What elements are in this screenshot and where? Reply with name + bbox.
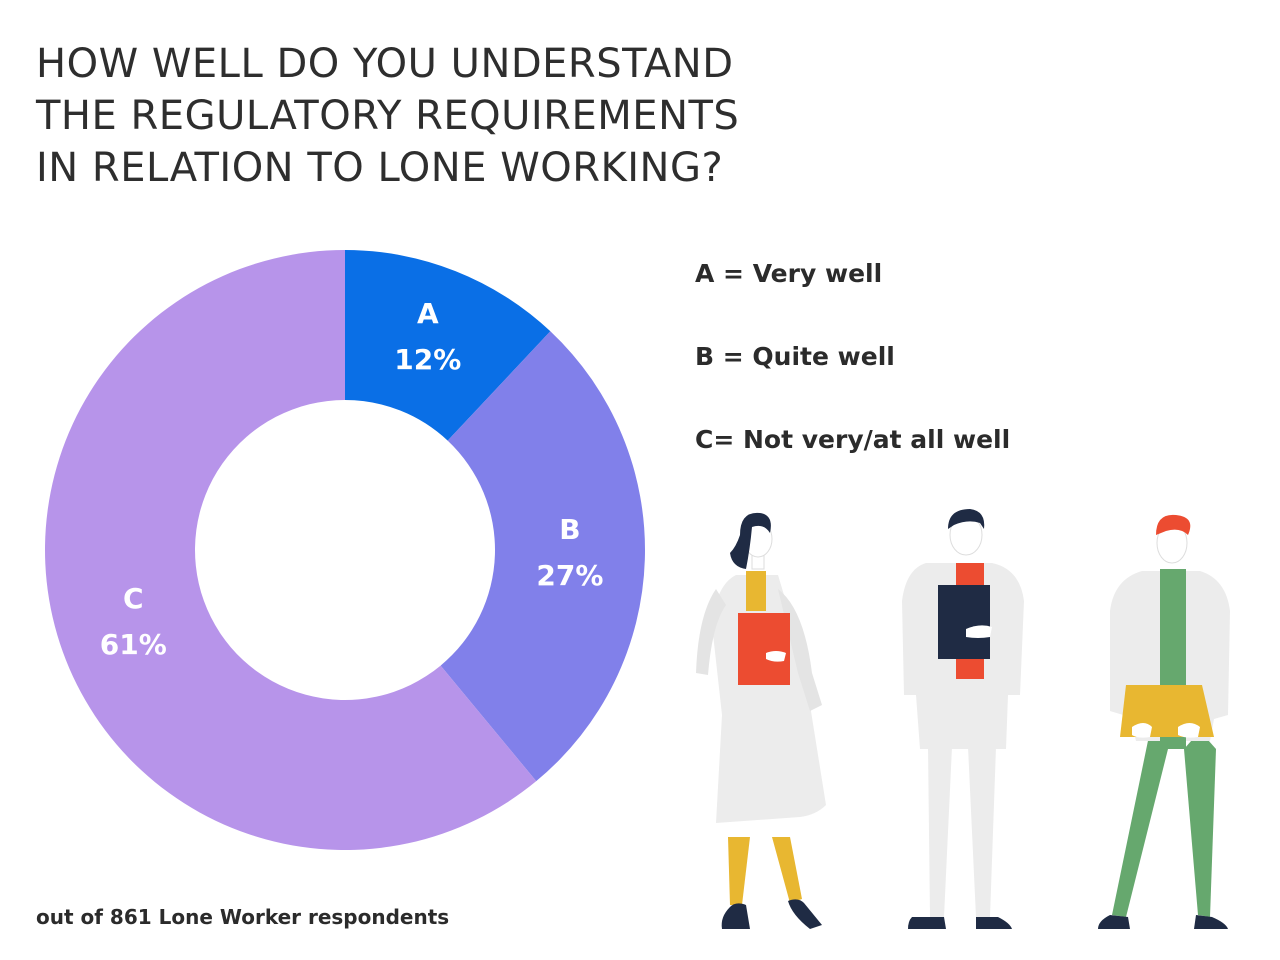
woman-figure: [696, 512, 826, 929]
chart-title: HOW WELL DO YOU UNDERSTAND THE REGULATOR…: [36, 38, 936, 194]
title-line-2: THE REGULATORY REQUIREMENTS: [36, 93, 740, 139]
legend-item-b: B = Quite well: [695, 342, 895, 371]
man-figure: [902, 509, 1024, 929]
respondents-footnote: out of 861 Lone Worker respondents: [36, 905, 450, 929]
donut-slice-b: [440, 331, 646, 782]
slice-value-c: 61%: [100, 628, 167, 661]
people-illustration: [696, 509, 1230, 929]
donut-slice-c: [45, 250, 537, 850]
slice-value-b: 27%: [536, 559, 603, 592]
title-line-1: HOW WELL DO YOU UNDERSTAND: [36, 41, 734, 87]
man-with-folder-figure: [1098, 514, 1230, 929]
slice-value-a: 12%: [394, 343, 461, 376]
slice-letter-a: A: [417, 297, 439, 330]
legend-item-c: C= Not very/at all well: [695, 425, 1011, 454]
donut-chart: A 12% B 27% C 61%: [45, 250, 646, 850]
slice-letter-c: C: [123, 582, 144, 615]
title-line-3: IN RELATION TO LONE WORKING?: [36, 145, 724, 191]
legend: A = Very well B = Quite well C= Not very…: [695, 254, 1255, 503]
donut-slice-a: [345, 250, 551, 441]
slice-letter-b: B: [559, 513, 580, 546]
legend-item-a: A = Very well: [695, 259, 883, 288]
